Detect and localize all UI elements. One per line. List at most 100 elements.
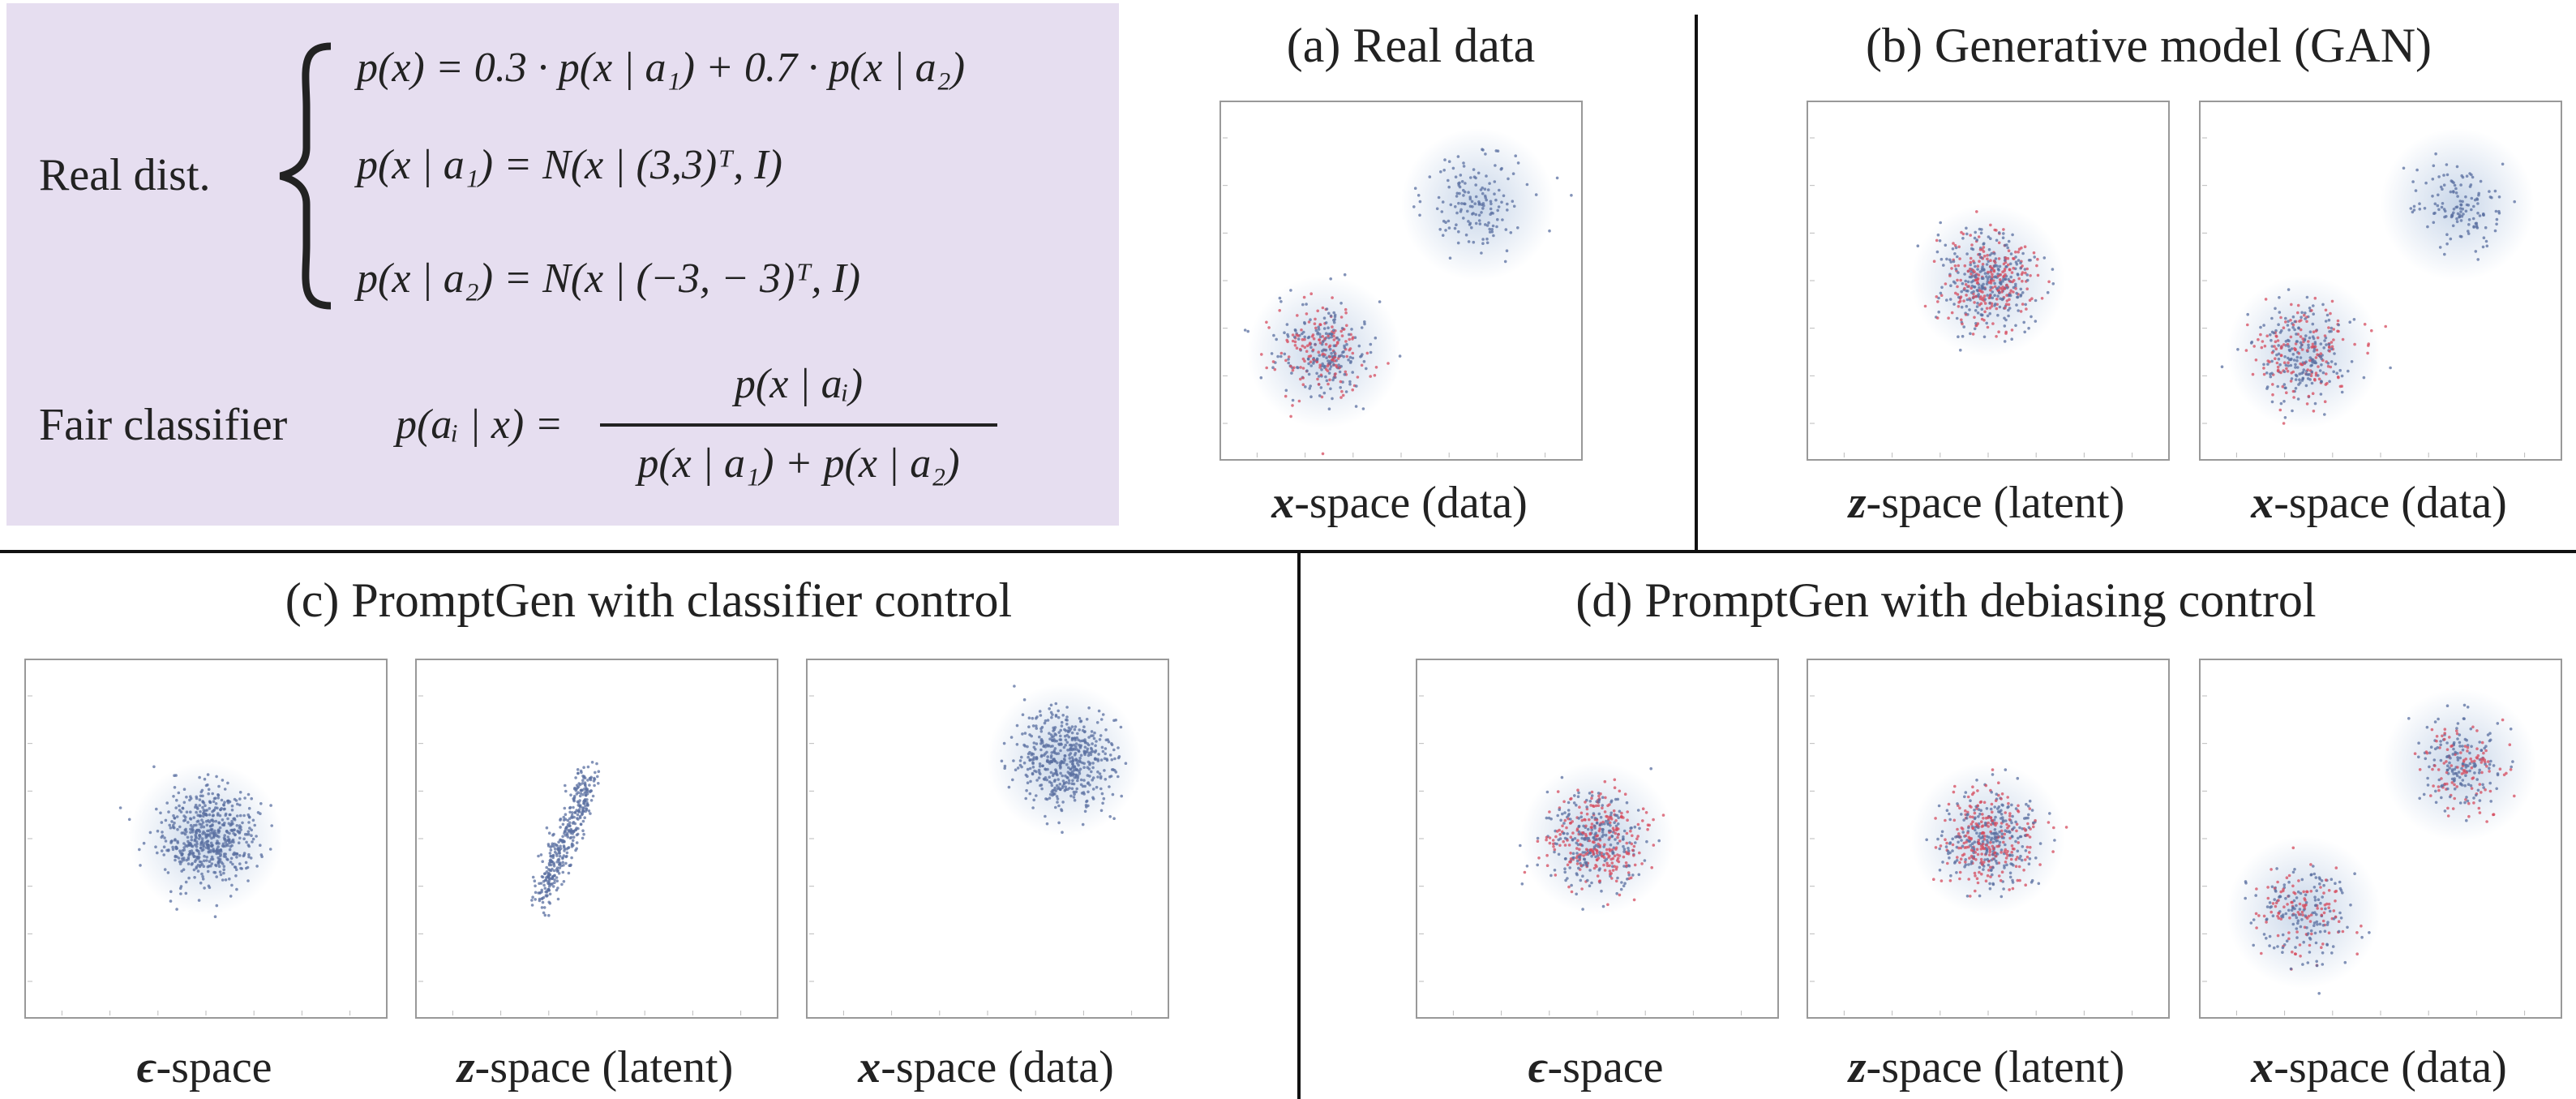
sample-point-red (1548, 841, 1552, 845)
sample-point-red (2332, 328, 2335, 331)
sample-point-red (1303, 346, 1307, 350)
sample-point-blue (2004, 829, 2007, 832)
sample-point-blue (2455, 217, 2458, 221)
sample-point-blue (178, 849, 182, 852)
sample-point-blue (1454, 205, 1457, 208)
sample-point-blue (2320, 363, 2323, 367)
sample-point-blue (2424, 181, 2428, 185)
sample-point-red (1558, 833, 1562, 836)
sample-point-blue (1065, 719, 1069, 722)
sample-point-blue (1031, 761, 1035, 764)
sample-point-blue (2509, 728, 2513, 731)
sample-point-blue (1980, 255, 1983, 260)
sample-point-blue (244, 866, 248, 870)
sample-point-blue (211, 792, 214, 796)
sample-point-blue (2467, 223, 2471, 226)
sample-point-blue (1104, 778, 1108, 781)
sample-point-red (2297, 351, 2301, 355)
sample-point-blue (1111, 792, 1115, 796)
sample-point-blue (564, 813, 568, 816)
sample-point-red (2254, 358, 2258, 362)
sample-point-blue (2455, 220, 2459, 224)
sample-point-blue (152, 765, 156, 769)
sample-point-red (1970, 836, 1973, 840)
sample-point-blue (2272, 331, 2276, 335)
sample-point-blue (1994, 303, 1997, 306)
sample-point-blue (1472, 168, 1476, 171)
sample-point-blue (2287, 880, 2291, 884)
sample-point-blue (2473, 771, 2476, 775)
sample-point-red (1985, 844, 1989, 847)
sample-point-blue (2476, 212, 2480, 215)
sample-point-blue (2287, 339, 2291, 343)
sample-point-blue (2278, 331, 2282, 334)
sample-point-red (1968, 856, 1971, 860)
sample-point-blue (1325, 307, 1329, 311)
sample-point-blue (555, 854, 559, 857)
sample-point-blue (2312, 865, 2315, 868)
sample-point-blue (1577, 791, 1580, 795)
sample-point-red (2315, 348, 2319, 352)
sample-point-red (2305, 890, 2309, 894)
sample-point-blue (1987, 275, 1991, 278)
sample-point-blue (1516, 226, 1519, 230)
sample-point-blue (585, 808, 589, 811)
sample-point-red (1952, 790, 1956, 794)
sample-point-blue (1333, 354, 1337, 357)
sample-point-blue (2252, 918, 2256, 921)
sample-point-blue (1553, 850, 1556, 854)
sample-point-red (1944, 282, 1948, 285)
sample-point-red (2293, 346, 2296, 350)
sample-point-blue (2476, 202, 2480, 205)
sample-point-red (1989, 288, 1992, 292)
sample-point-red (1618, 839, 1622, 843)
sample-point-red (2040, 297, 2044, 300)
sample-point-blue (2023, 268, 2027, 271)
sample-point-red (2441, 734, 2444, 738)
sample-point-blue (214, 819, 218, 823)
sample-point-red (1567, 885, 1571, 889)
sample-point-blue (173, 786, 177, 789)
sample-point-blue (1032, 758, 1035, 761)
sample-point-blue (1082, 725, 1086, 728)
sample-point-red (2319, 886, 2322, 889)
sample-point-red (1954, 291, 1957, 295)
sample-point-blue (1956, 255, 1959, 259)
sample-point-red (1327, 334, 1330, 338)
sample-point-blue (198, 775, 201, 779)
sample-point-blue (1073, 753, 1077, 757)
sample-point-blue (1597, 800, 1601, 804)
sample-point-red (2024, 858, 2027, 861)
sample-point-blue (575, 841, 579, 844)
sample-point-blue (1936, 837, 1940, 841)
sample-point-blue (1499, 168, 1503, 171)
sample-point-blue (1980, 268, 1984, 273)
sample-point-blue (2411, 180, 2415, 183)
sample-point-red (1583, 818, 1586, 822)
sample-point-blue (2325, 923, 2330, 926)
sample-point-red (2498, 767, 2502, 771)
sample-point-blue (242, 814, 246, 818)
sample-point-blue (1082, 762, 1086, 766)
sample-point-red (2329, 311, 2332, 316)
sample-point-red (2029, 274, 2032, 277)
sample-point-blue (2016, 295, 2020, 299)
sample-point-red (2284, 320, 2287, 324)
sample-point-red (2450, 781, 2454, 784)
sample-point-blue (2023, 330, 2026, 334)
sample-point-blue (1977, 815, 1980, 818)
sample-point-blue (2440, 784, 2443, 788)
sample-point-red (1614, 831, 1618, 835)
sample-point-blue (203, 854, 206, 858)
sample-point-blue (1486, 188, 1490, 191)
sample-point-red (2004, 856, 2008, 860)
label-c-x-space: x-space (data) (858, 1042, 1114, 1093)
sample-point-red (1993, 228, 1996, 232)
sample-point-blue (582, 801, 585, 805)
sample-point-red (1601, 806, 1604, 809)
sample-point-blue (239, 866, 242, 870)
sample-point-red (2004, 307, 2007, 310)
sample-point-blue (1073, 728, 1077, 732)
sample-point-blue (577, 801, 581, 805)
sample-point-red (1940, 879, 1944, 882)
